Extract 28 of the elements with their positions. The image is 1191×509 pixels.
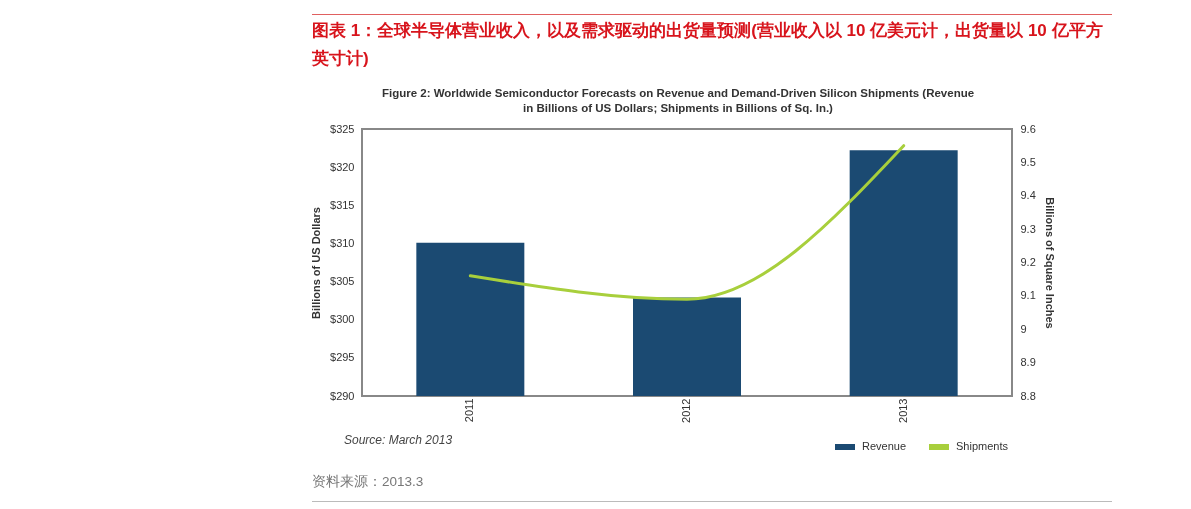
y-tick-label: $290: [330, 389, 355, 402]
y2-tick-label: 8.8: [1020, 389, 1036, 402]
y2-tick-label: 8.9: [1020, 356, 1036, 369]
y-tick-label: $315: [330, 198, 355, 211]
y2-tick-label: 9.6: [1020, 122, 1036, 135]
x-tick-label: 2011: [463, 398, 476, 423]
y2-axis-title: Billions of Square Inches: [1043, 197, 1056, 329]
y-axis-title: Billions of US Dollars: [310, 207, 323, 319]
legend-label: Shipments: [956, 440, 1009, 452]
legend-label: Revenue: [862, 440, 907, 452]
y-tick-label: $310: [330, 236, 355, 249]
y2-tick-label: 9: [1020, 322, 1027, 335]
y-tick-label: $305: [330, 275, 355, 288]
y-tick-label: $295: [330, 351, 355, 364]
y2-tick-label: 9.5: [1020, 155, 1036, 168]
chart-subtitle: Figure 2: Worldwide Semiconductor Forecasts on Revenue and Demand-Driven Silicon Shipments (Revenue in Billions of US Dollars; Shipments in Billions of Sq. In.): [380, 86, 976, 116]
y-tick-label: $320: [330, 160, 355, 173]
chart-title: 图表 1：全球半导体营业收入，以及需求驱动的出货量预测(营业收入以 10 亿美元计，出货量以 10 亿平方英寸计): [312, 14, 1112, 73]
text: 资料来源：2013.3: [312, 473, 1112, 502]
y-tick-label: $300: [330, 313, 355, 326]
y2-tick-label: 9.4: [1020, 189, 1036, 202]
y2-tick-label: 9.1: [1020, 289, 1036, 302]
y2-tick-label: 9.2: [1020, 256, 1036, 268]
y2-tick-label: 9.3: [1020, 222, 1036, 235]
x-tick-label: 2013: [896, 398, 909, 423]
x-tick-label: 2012: [680, 398, 692, 423]
source-note: Source: March 2013: [344, 433, 453, 447]
y-tick-label: $325: [330, 122, 355, 135]
